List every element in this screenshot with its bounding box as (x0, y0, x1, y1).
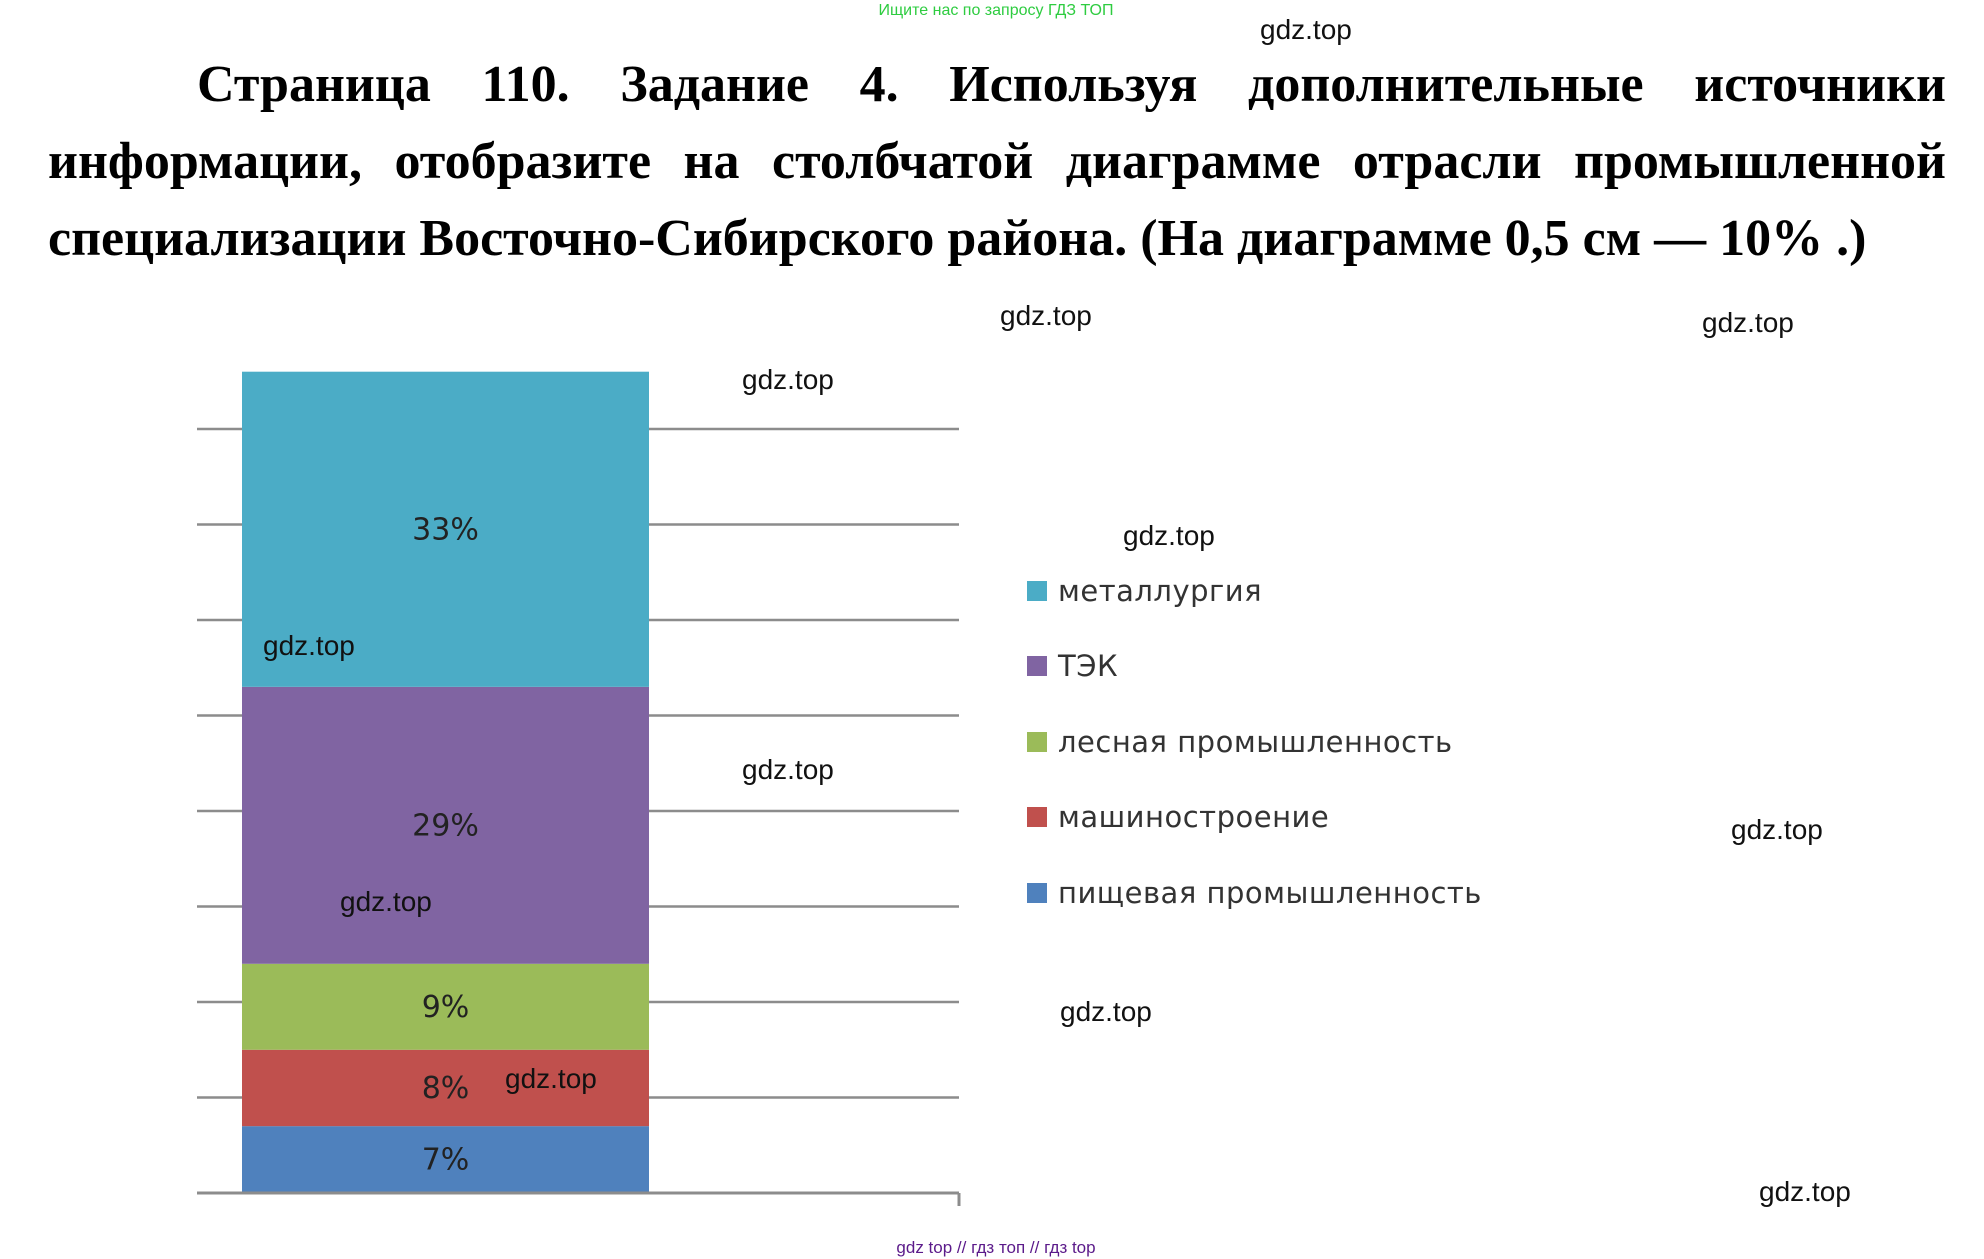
legend-label: пищевая промышленность (1058, 875, 1482, 910)
legend-swatch (1027, 580, 1047, 601)
legend-swatch (1027, 656, 1047, 677)
watermark: gdz.top (742, 364, 834, 395)
watermark: gdz.top (505, 1063, 597, 1094)
data-label: 29% (412, 808, 479, 843)
watermark: gdz.top (1759, 1176, 1851, 1207)
bottom-note: gdz top // гдз топ // гдз top (896, 1238, 1096, 1257)
top-note: Ищите нас по запросу ГДЗ ТОП (878, 2, 1114, 19)
data-label: 9% (422, 990, 470, 1025)
data-label: 8% (422, 1071, 470, 1106)
bar-segment (242, 963, 649, 1050)
legend-label: ТЭК (1058, 649, 1119, 684)
watermark: gdz.top (340, 886, 432, 917)
watermark: gdz.top (742, 754, 834, 785)
watermark: gdz.top (1060, 996, 1152, 1027)
legend-swatch (1027, 807, 1047, 828)
legend-item: ТЭК (1027, 629, 1482, 705)
bar-segment (242, 1049, 649, 1127)
watermark: gdz.top (1702, 307, 1794, 338)
legend-label: металлургия (1058, 573, 1263, 608)
chart-legend: металлургия ТЭК лесная промышленность машин… (1027, 553, 1482, 931)
bar-segment (242, 371, 649, 687)
legend-swatch (1027, 882, 1047, 903)
legend-item: пищевая промышленность (1027, 855, 1482, 931)
legend-item: лесная промышленность (1027, 704, 1482, 780)
watermark: gdz.top (263, 630, 355, 661)
watermark: gdz.top (1000, 300, 1092, 331)
legend-label: машиностроение (1058, 800, 1330, 835)
legend-label: лесная промышленность (1058, 724, 1453, 759)
legend-item: металлургия (1027, 553, 1482, 629)
legend-item: машиностроение (1027, 780, 1482, 856)
watermark: gdz.top (1123, 520, 1215, 551)
legend-swatch (1027, 731, 1047, 752)
watermark: gdz.top (1260, 14, 1352, 45)
bar-segment (242, 1126, 649, 1193)
watermark: gdz.top (1731, 814, 1823, 845)
bar-segment (242, 686, 649, 964)
task-title: Страница 110. Задание 4. Используя допол… (48, 56, 1946, 267)
data-label: 33% (412, 512, 479, 547)
data-label: 7% (422, 1143, 470, 1178)
